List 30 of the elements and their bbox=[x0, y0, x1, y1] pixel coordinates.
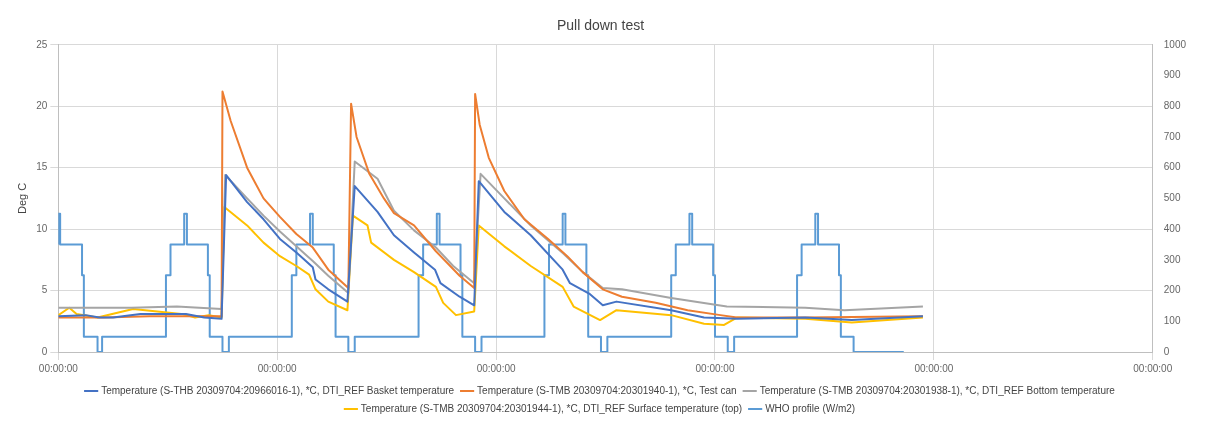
y-tick-label: 15 bbox=[36, 161, 48, 173]
y2-tick-label: 0 bbox=[1163, 345, 1170, 357]
y2-tick-label: 1000 bbox=[1163, 38, 1187, 50]
legend-label: Temperature (S-TMB 20309704:20301940-1), *C, Test can bbox=[477, 384, 737, 396]
x-tick-label: 00:00:00 bbox=[914, 362, 954, 374]
y-tick-label: 0 bbox=[41, 345, 48, 357]
y2-tick-label: 200 bbox=[1163, 284, 1181, 296]
y-axis-title: Deg C bbox=[15, 182, 28, 214]
x-tick-label: 00:00:00 bbox=[38, 362, 79, 374]
y-tick-label: 25 bbox=[36, 38, 48, 50]
chart-title: Pull down test bbox=[556, 17, 645, 34]
legend-label: Temperature (S-TMB 20309704:20301944-1), *C, DTI_REF Surface temperature (top) bbox=[360, 402, 743, 414]
y2-tick-label: 400 bbox=[1163, 222, 1181, 234]
legend-label: Temperature (S-THB 20309704:20966016-1), *C, DTI_REF Basket temperature bbox=[101, 384, 455, 396]
y2-tick-label: 800 bbox=[1163, 99, 1181, 111]
x-tick-label: 00:00:00 bbox=[476, 362, 516, 374]
y2-tick-label: 900 bbox=[1163, 69, 1181, 81]
y-tick-label: 10 bbox=[36, 222, 48, 234]
y-tick-label: 5 bbox=[41, 284, 48, 296]
x-tick-label: 00:00:00 bbox=[695, 362, 735, 374]
y2-tick-label: 600 bbox=[1163, 161, 1181, 173]
x-tick-label: 00:00:00 bbox=[257, 362, 298, 374]
y2-tick-label: 700 bbox=[1163, 130, 1181, 142]
y2-tick-label: 100 bbox=[1163, 315, 1181, 327]
legend-label: WHO profile (W/m2) bbox=[765, 402, 856, 414]
y2-tick-label: 300 bbox=[1163, 253, 1181, 265]
y2-tick-label: 500 bbox=[1163, 192, 1181, 204]
x-tick-label: 00:00:00 bbox=[1133, 362, 1173, 374]
y-tick-label: 20 bbox=[36, 99, 48, 111]
legend-label: Temperature (S-TMB 20309704:20301938-1), *C, DTI_REF Bottom temperature bbox=[759, 384, 1116, 396]
